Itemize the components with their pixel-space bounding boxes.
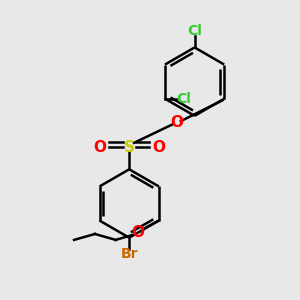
Text: O: O [152,140,165,154]
Text: Cl: Cl [187,24,202,38]
Text: Br: Br [120,247,138,261]
Text: S: S [124,140,135,154]
Text: O: O [170,116,183,130]
Text: Cl: Cl [176,92,191,106]
Text: O: O [131,225,145,240]
Text: O: O [94,140,106,154]
